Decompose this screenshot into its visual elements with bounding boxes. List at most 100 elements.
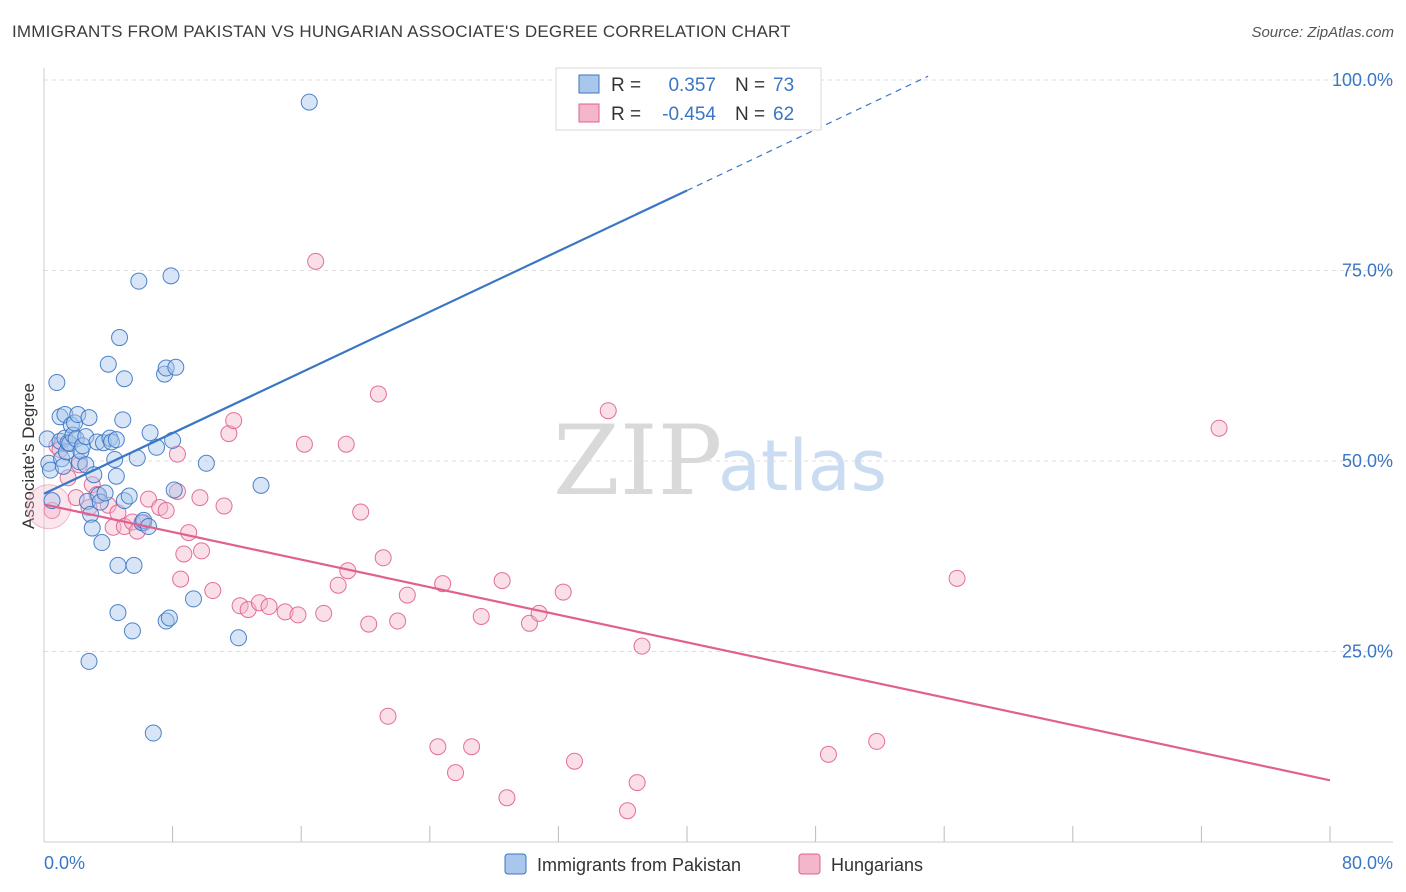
pakistan-point <box>184 590 202 608</box>
hungarians-point <box>329 576 347 594</box>
source-credit: Source: ZipAtlas.com <box>1251 24 1394 41</box>
hungarians-point <box>472 607 490 625</box>
hungarians-point <box>204 582 222 600</box>
hungarians-point <box>498 789 516 807</box>
legend-r-value-pakistan: 0.357 <box>668 75 716 96</box>
hungarians-point <box>599 402 617 420</box>
hungarians-point <box>175 545 193 563</box>
pakistan-point <box>120 487 138 505</box>
pakistan-point <box>144 724 162 742</box>
pakistan-point <box>157 612 175 630</box>
legend-r-label-hungarians: R = <box>611 104 641 125</box>
pakistan-point <box>99 355 117 373</box>
hungarians-point <box>172 570 190 588</box>
legend-n-label-hungarians: N = <box>735 104 765 125</box>
pakistan-point <box>91 493 109 511</box>
chart-title: IMMIGRANTS FROM PAKISTAN VS HUNGARIAN AS… <box>12 22 791 41</box>
pakistan-point <box>109 604 127 622</box>
hungarians-point <box>633 637 651 655</box>
series-legend-swatch-hungarians <box>798 853 821 875</box>
pakistan-point <box>167 358 185 376</box>
hungarians-point <box>1210 419 1228 437</box>
legend-n-value-hungarians: 62 <box>773 104 794 125</box>
hungarians-point <box>276 603 294 621</box>
hungarians-point <box>493 572 511 590</box>
hungarians-point <box>868 732 886 750</box>
pakistan-point <box>41 461 59 479</box>
pakistan-point <box>83 519 101 537</box>
watermark-atlas: atlas <box>718 425 887 507</box>
stats-legend: R = 0.357 N = 73 R = -0.454 N = 62 <box>555 67 822 131</box>
pakistan-point <box>252 476 270 494</box>
hungarians-point <box>352 503 370 521</box>
pakistan-point <box>90 486 108 504</box>
hungarians-points <box>26 252 1228 820</box>
pakistan-point <box>160 609 178 627</box>
pakistan-point <box>141 424 159 442</box>
hungarians-point <box>215 497 233 515</box>
series-legend-label-pakistan: Immigrants from Pakistan <box>537 855 741 875</box>
pakistan-point <box>115 492 133 510</box>
hungarians-point <box>315 604 333 622</box>
axes <box>43 68 1393 843</box>
legend-r-label-pakistan: R = <box>611 75 641 96</box>
hungarians-point <box>80 498 98 516</box>
hungarians-point <box>337 435 355 453</box>
y-tick-label-100: 100.0% <box>1332 70 1393 90</box>
pakistan-point <box>107 467 125 485</box>
pakistan-point <box>114 411 132 429</box>
hungarians-point <box>369 385 387 403</box>
pakistan-point <box>69 406 87 424</box>
series-legend-swatch-pakistan <box>504 853 527 875</box>
hungarians-point <box>307 252 325 270</box>
y-axis-label: Associate's Degree <box>19 383 38 529</box>
hungarians-point <box>67 489 85 507</box>
pakistan-point <box>125 556 143 574</box>
hungarians-point <box>220 425 238 443</box>
trend-lines <box>43 75 1331 782</box>
pakistan-point <box>74 437 92 455</box>
hungarians-point <box>225 412 243 430</box>
pakistan-point <box>54 457 72 475</box>
pakistan-point <box>123 622 141 640</box>
pakistan-point <box>197 454 215 472</box>
series-legend-label-hungarians: Hungarians <box>831 855 923 875</box>
pakistan-point <box>48 374 66 392</box>
legend-swatch-hungarians <box>578 103 600 123</box>
pakistan-point <box>162 267 180 285</box>
y-tick-labels: 25.0% 50.0% 75.0% 100.0% <box>1332 70 1393 662</box>
pakistan-point <box>130 272 148 290</box>
hungarians-point <box>948 569 966 587</box>
hungarians-point <box>628 774 646 792</box>
hungarians-point <box>398 586 416 604</box>
hungarians-point <box>379 707 397 725</box>
pakistan-point <box>93 534 111 552</box>
pakistan-point <box>300 93 318 111</box>
y-tick-label-75: 75.0% <box>1342 261 1393 281</box>
pakistan-trend-line <box>43 189 688 495</box>
hungarians-trend-line <box>43 503 1331 782</box>
y-tick-label-25: 25.0% <box>1342 642 1393 662</box>
grid-lines <box>44 79 1393 652</box>
pakistan-point <box>115 370 133 388</box>
hungarians-point <box>463 738 481 756</box>
hungarians-point <box>360 615 378 633</box>
hungarians-point <box>231 597 249 615</box>
pakistan-point <box>96 484 114 502</box>
hungarians-point <box>530 604 548 622</box>
legend-r-value-hungarians: -0.454 <box>662 104 716 125</box>
legend-n-value-pakistan: 73 <box>773 75 794 96</box>
hungarians-point <box>429 738 447 756</box>
pakistan-point <box>40 454 58 472</box>
pakistan-point <box>109 556 127 574</box>
series-legend: Immigrants from Pakistan Hungarians <box>504 853 923 875</box>
pakistan-point <box>56 406 74 424</box>
x-tick-label-max: 80.0% <box>1342 853 1393 873</box>
pakistan-point <box>165 481 183 499</box>
legend-swatch-pakistan <box>578 74 600 94</box>
hungarians-point <box>289 606 307 624</box>
hungarians-point <box>157 502 175 520</box>
hungarians-point <box>434 575 452 593</box>
pakistan-point <box>157 359 175 377</box>
hungarians-point <box>447 764 465 782</box>
